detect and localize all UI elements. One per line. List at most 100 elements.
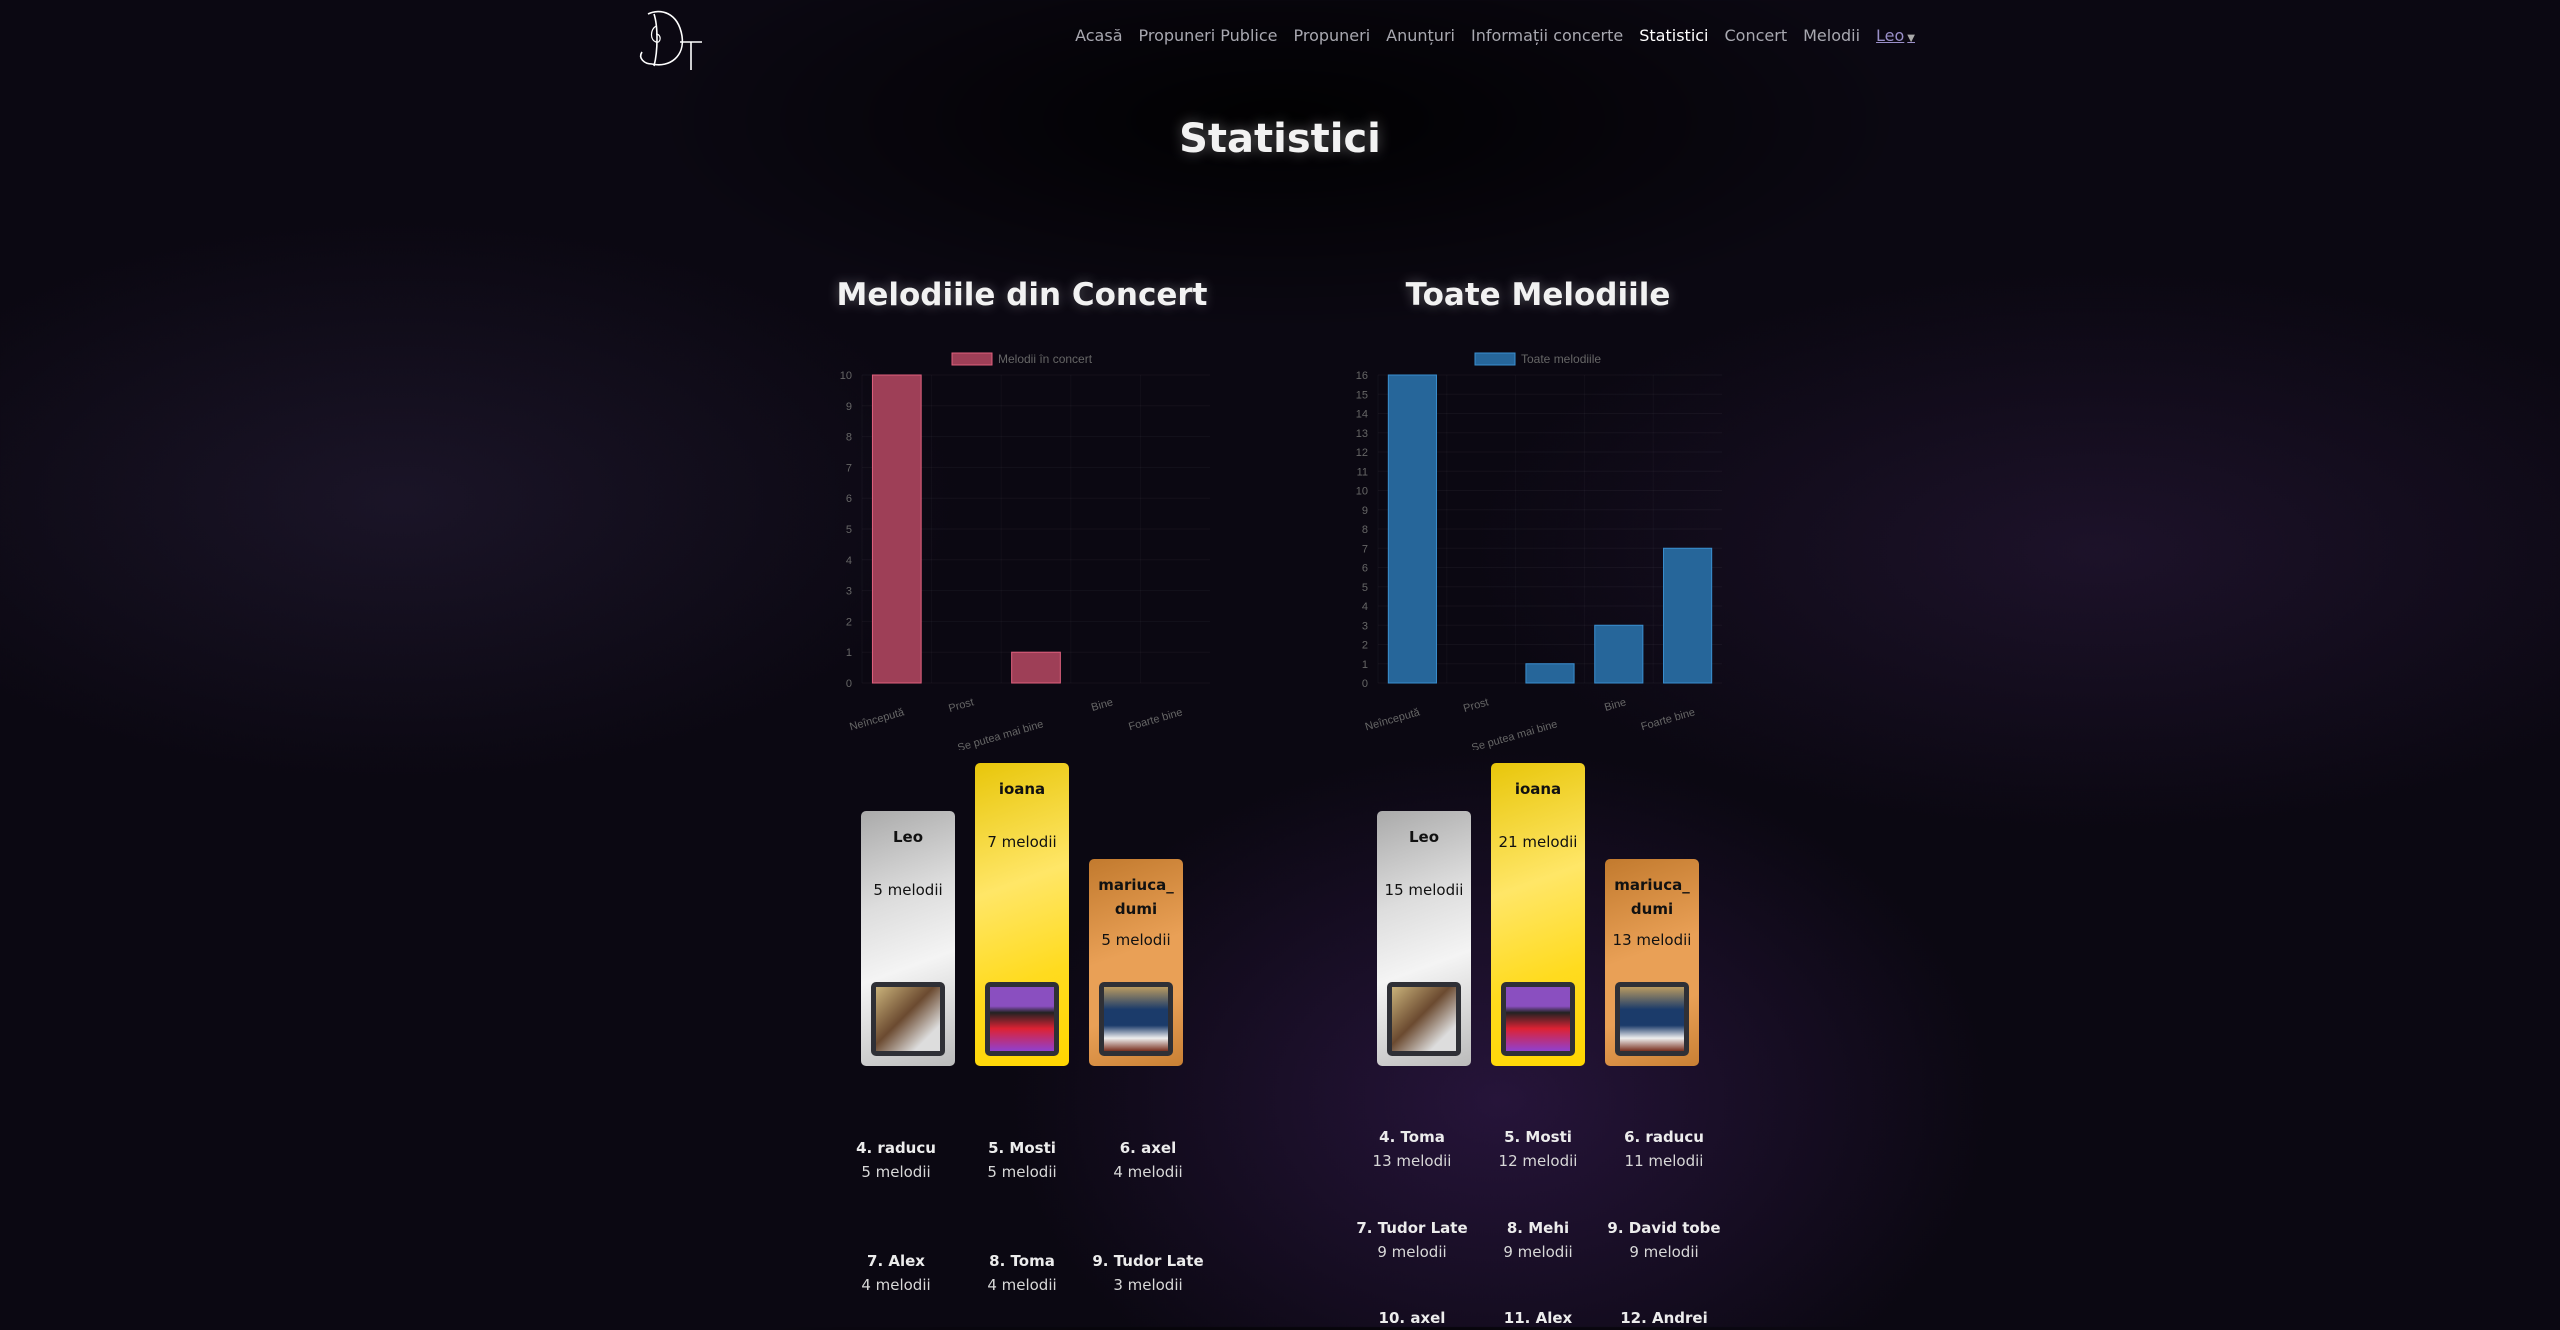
ranking-count: 5 melodii	[987, 1163, 1057, 1181]
podium-count: 13 melodii	[1612, 931, 1692, 949]
y-tick-label: 4	[846, 555, 852, 567]
main-nav: Acasă Propuneri Publice Propuneri Anunțu…	[1075, 26, 1915, 45]
x-tick-label: Se putea mai bine	[956, 718, 1045, 750]
bar	[1594, 624, 1644, 684]
y-tick-label: 0	[1362, 678, 1368, 690]
y-tick-label: 4	[1362, 601, 1368, 613]
section-title-all: Toate Melodiile	[1405, 277, 1671, 313]
legend-label: Toate melodiile	[1521, 352, 1601, 366]
podium-name: Leo	[1408, 828, 1440, 846]
ranking-count: 4 melodii	[1113, 1163, 1183, 1181]
nav-anunturi[interactable]: Anunțuri	[1386, 26, 1455, 45]
ranking-count: 12 melodii	[1498, 1152, 1578, 1170]
ranking-name: 7. Alex	[867, 1252, 925, 1270]
y-tick-label: 9	[846, 401, 852, 413]
y-tick-label: 6	[846, 493, 852, 505]
ranking-item: 7. Alex 4 melodii	[821, 1249, 971, 1297]
podium-third: mariuca_dumi 13 melodii	[1605, 859, 1699, 1066]
ranking-count: 13 melodii	[1372, 1152, 1452, 1170]
podium-name: ioana	[998, 780, 1046, 798]
ranking-count: 3 melodii	[1113, 1276, 1183, 1294]
ranking-count: 4 melodii	[987, 1276, 1057, 1294]
ranking-name: 6. raducu	[1624, 1128, 1704, 1146]
bar	[1525, 663, 1575, 684]
x-tick-label: Bine	[1090, 696, 1114, 714]
podium-count: 15 melodii	[1384, 881, 1464, 899]
ranking-item: 5. Mosti 5 melodii	[947, 1136, 1097, 1184]
ranking-count: 11 melodii	[1624, 1152, 1704, 1170]
x-tick-label: Se putea mai bine	[1470, 718, 1559, 750]
legend-swatch	[951, 352, 993, 366]
y-tick-label: 11	[1357, 466, 1368, 478]
ranking-name: 12. Andrei	[1620, 1309, 1708, 1327]
y-tick-label: 7	[1362, 543, 1368, 555]
x-tick-label: Prost	[1462, 696, 1490, 715]
avatar	[1099, 982, 1173, 1056]
avatar	[1387, 982, 1461, 1056]
chart-all-songs: Toate melodiile012345678910111213141516N…	[1356, 352, 1722, 750]
chart-concert: Melodii în concert 0 1 2 3 4 5 6 7 8 9 10 Neîncepută…	[840, 352, 1210, 750]
ranking-item: 9. David tobe 9 melodii	[1589, 1216, 1739, 1264]
logo[interactable]	[630, 6, 716, 70]
podium-name: ioana	[1514, 780, 1562, 798]
y-tick-label: 12	[1356, 447, 1368, 459]
ranking-item: 6. raducu 11 melodii	[1589, 1125, 1739, 1173]
y-tick-label: 10	[840, 370, 852, 382]
user-dropdown[interactable]: Leo ▼	[1876, 26, 1915, 45]
podium-second: Leo 5 melodii	[861, 811, 955, 1066]
ranking-count: 9 melodii	[1503, 1243, 1573, 1261]
avatar	[985, 982, 1059, 1056]
ranking-count: 4 melodii	[861, 1276, 931, 1294]
nav-concert[interactable]: Concert	[1724, 26, 1788, 45]
podium-count: 21 melodii	[1498, 833, 1578, 851]
legend-label: Melodii în concert	[998, 352, 1093, 366]
avatar	[1501, 982, 1575, 1056]
y-tick-label: 10	[1356, 486, 1368, 498]
ranking-name: 6. axel	[1119, 1139, 1177, 1157]
ranking-name: 9. David tobe	[1607, 1219, 1721, 1237]
y-tick-label: 1	[846, 647, 852, 659]
nav-acasa[interactable]: Acasă	[1075, 26, 1123, 45]
nav-statistici[interactable]: Statistici	[1639, 26, 1709, 45]
ranking-item: 4. Toma 13 melodii	[1337, 1125, 1487, 1173]
ranking-name: 8. Toma	[989, 1252, 1055, 1270]
y-tick-label: 0	[846, 678, 852, 690]
ranking-item: 12. Andrei	[1589, 1306, 1739, 1330]
ranking-count: 9 melodii	[1629, 1243, 1699, 1261]
ranking-name: 4. Toma	[1379, 1128, 1445, 1146]
y-tick-label: 8	[1362, 524, 1368, 536]
nav-melodii[interactable]: Melodii	[1803, 26, 1861, 45]
legend-swatch	[1474, 352, 1516, 366]
y-tick-label: 15	[1356, 389, 1368, 401]
x-tick-label: Bine	[1603, 696, 1627, 714]
podium-name: mariuca_dumi	[1098, 876, 1174, 918]
y-tick-label: 3	[1362, 620, 1368, 632]
nav-propuneri[interactable]: Propuneri	[1293, 26, 1371, 45]
bar	[1011, 651, 1061, 684]
ranking-name: 9. Tudor Late	[1092, 1252, 1204, 1270]
x-tick-label: Foarte bine	[1127, 706, 1184, 733]
y-tick-label: 3	[846, 586, 852, 598]
nav-propuneri-publice[interactable]: Propuneri Publice	[1138, 26, 1278, 45]
x-tick-label: Neîncepută	[1364, 706, 1422, 733]
y-tick-label: 7	[846, 462, 852, 474]
nav-informatii-concerte[interactable]: Informații concerte	[1470, 26, 1624, 45]
podium-first: ioana 7 melodii	[975, 763, 1069, 1066]
podium-name: mariuca_dumi	[1614, 876, 1690, 918]
ranking-item: 4. raducu 5 melodii	[821, 1136, 971, 1184]
ranking-item: 7. Tudor Late 9 melodii	[1337, 1216, 1487, 1264]
ranking-count: 5 melodii	[861, 1163, 931, 1181]
ranking-name: 5. Mosti	[988, 1139, 1056, 1157]
ranking-name: 8. Mehi	[1506, 1219, 1570, 1237]
y-tick-label: 2	[1362, 640, 1368, 652]
ranking-item: 5. Mosti 12 melodii	[1463, 1125, 1613, 1173]
y-tick-label: 6	[1362, 563, 1368, 575]
podium-name: Leo	[892, 828, 924, 846]
bar	[1663, 547, 1713, 684]
y-tick-label: 2	[846, 616, 852, 628]
bar	[871, 374, 922, 684]
ranking-item: 9. Tudor Late 3 melodii	[1073, 1249, 1223, 1297]
y-tick-label: 9	[1362, 505, 1368, 517]
podium-count: 5 melodii	[1101, 931, 1171, 949]
x-tick-label: Foarte bine	[1640, 706, 1697, 733]
